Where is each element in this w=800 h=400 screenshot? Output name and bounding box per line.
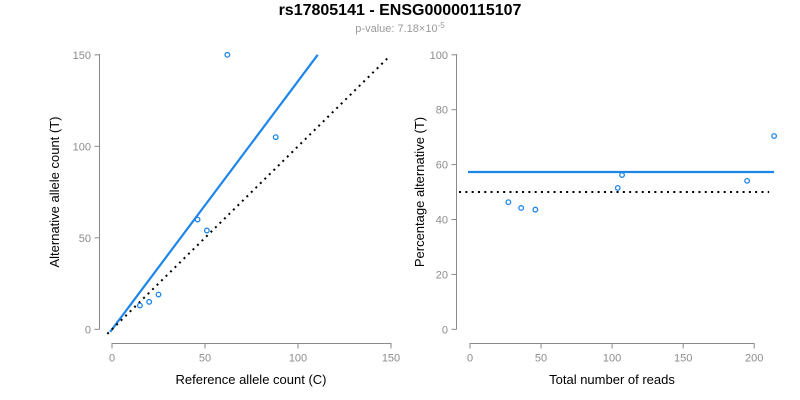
- y-tick-label: 0: [442, 324, 448, 336]
- x-tick-label: 50: [199, 353, 211, 365]
- x-tick-label: 50: [535, 353, 547, 365]
- p-value-exponent: -5: [437, 21, 445, 30]
- right-plot: 0 20 40 60 80 100 0 50 100 150 200: [430, 50, 778, 365]
- data-point: [272, 134, 279, 141]
- x-tick-label: 0: [109, 353, 115, 365]
- data-point: [619, 172, 625, 178]
- x-tick-label: 100: [289, 353, 307, 365]
- left-plot: 0 50 100 150 0 50 100 150: [73, 50, 401, 365]
- x-tick-label: 150: [382, 353, 400, 365]
- x-tick-label: 150: [674, 353, 692, 365]
- y-tick-label: 150: [73, 50, 91, 62]
- data-point: [136, 302, 143, 309]
- y-tick-label: 50: [79, 233, 91, 245]
- data-point: [155, 291, 162, 298]
- data-point: [505, 199, 512, 206]
- left-plot-x-axis-title: Reference allele count (C): [175, 372, 327, 387]
- data-point: [771, 133, 778, 140]
- x-tick-label: 0: [467, 353, 473, 365]
- y-tick-label: 80: [436, 105, 448, 117]
- data-point: [614, 184, 621, 191]
- y-tick-label: 40: [436, 215, 448, 227]
- identity-line: [106, 55, 390, 335]
- data-point: [518, 205, 525, 211]
- right-plot-x-axis-title: Total number of reads: [549, 372, 675, 387]
- y-tick-label: 100: [73, 141, 91, 153]
- data-point: [744, 177, 751, 184]
- x-tick-label: 100: [603, 353, 621, 365]
- data-point: [194, 216, 201, 223]
- data-point: [146, 298, 153, 305]
- data-point: [532, 206, 539, 213]
- p-value-text: p-value: 7.18×10: [355, 23, 438, 35]
- data-point: [224, 51, 231, 58]
- y-tick-label: 20: [436, 269, 448, 281]
- data-point: [203, 227, 210, 234]
- figure-subtitle: p-value: 7.18×10-5: [0, 21, 800, 36]
- x-tick-label: 200: [745, 353, 763, 365]
- y-tick-label: 60: [436, 160, 448, 172]
- figure-title: rs17805141 - ENSG00000115107: [278, 2, 522, 19]
- y-tick-label: 0: [85, 324, 91, 336]
- y-tick-label: 100: [430, 50, 448, 62]
- regression-line: [109, 54, 319, 333]
